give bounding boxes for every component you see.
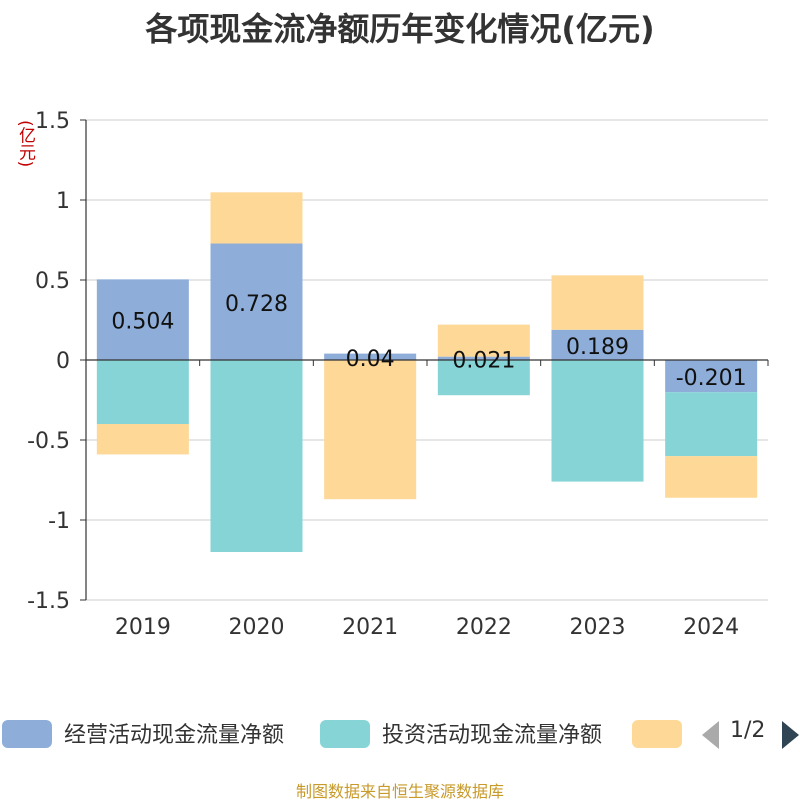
x-tick-label: 2023	[570, 615, 626, 640]
bar-third	[96, 424, 189, 455]
legend-label-operating: 经营活动现金流量净额	[64, 723, 285, 748]
bar-operating	[665, 360, 758, 393]
bar-operating	[551, 329, 644, 360]
bar-third	[551, 275, 644, 330]
y-tick-label: -1	[48, 509, 70, 534]
pager-prev-icon[interactable]	[702, 721, 719, 749]
bar-third	[437, 324, 530, 357]
data-label: 0.021	[452, 348, 515, 373]
data-label: 0.04	[346, 347, 395, 372]
legend-swatch-operating	[2, 720, 52, 748]
x-tick-label: 2024	[683, 615, 739, 640]
bar-operating	[324, 353, 417, 360]
bar-third	[210, 192, 303, 244]
pager-indicator: 1/2	[730, 718, 766, 743]
legend-label-investing: 投资活动现金流量净额	[382, 723, 603, 748]
cashflow-bar-chart: 1.5 1 0.5 0 -0.5 -1 -1.5 2019 2020 2021 2022 2023 20…	[27, 109, 769, 640]
y-tick-label: -0.5	[27, 429, 70, 454]
data-label: 0.504	[111, 310, 174, 335]
bar-investing	[665, 392, 758, 457]
bar-investing	[210, 360, 303, 552]
y-tick-label: -1.5	[27, 589, 70, 614]
bar-investing	[437, 360, 530, 396]
x-tick-label: 2019	[115, 615, 171, 640]
x-tick-label: 2022	[456, 615, 512, 640]
chart-title: 各项现金流净额历年变化情况(亿元)	[145, 10, 655, 48]
bar-operating	[96, 279, 189, 360]
data-label: 0.189	[566, 335, 629, 360]
legend-swatch-investing	[320, 720, 370, 748]
data-label: -0.201	[676, 366, 747, 391]
data-source: 制图数据来自恒生聚源数据库	[295, 782, 504, 801]
bar-operating	[437, 356, 530, 360]
x-tick-label: 2021	[342, 615, 398, 640]
y-tick-label: 1	[56, 189, 70, 214]
bar-third	[665, 456, 758, 498]
data-label: 0.728	[225, 292, 288, 317]
legend-swatch-third	[632, 720, 682, 748]
bar-investing	[96, 360, 189, 424]
y-tick-label: 0.5	[35, 269, 70, 294]
bar-operating	[210, 243, 303, 360]
legend: 经营活动现金流量净额 投资活动现金流量净额 1/2	[0, 715, 800, 755]
bar-third	[324, 360, 417, 500]
y-tick-label: 1.5	[35, 109, 70, 134]
bar-investing	[551, 360, 644, 482]
y-tick-label: 0	[56, 349, 70, 374]
pager-next-icon[interactable]	[782, 721, 799, 749]
x-tick-label: 2020	[229, 615, 285, 640]
y-axis-unit: (亿元)	[15, 120, 35, 168]
